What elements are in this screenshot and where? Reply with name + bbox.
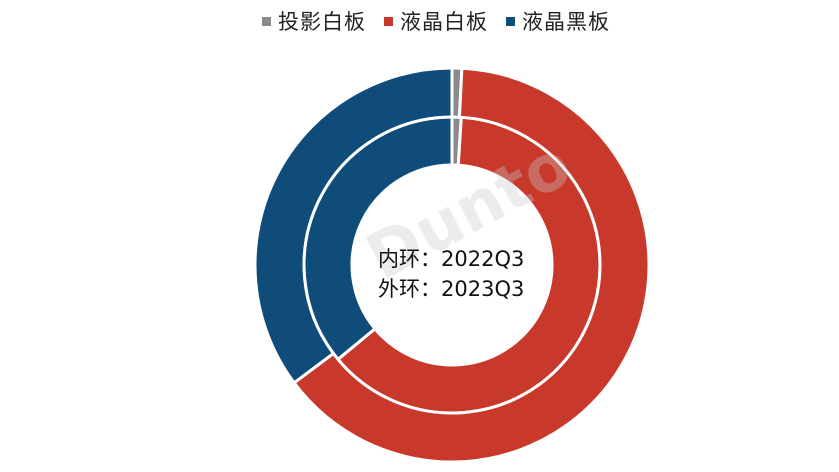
center-label-outer-value: 2023Q3 (441, 277, 525, 301)
legend-item-projection-whiteboard: 投影白板 (262, 6, 366, 36)
legend-label: 液晶白板 (400, 10, 488, 34)
outer-ring-slice-1 (291, 66, 651, 464)
legend-swatch (384, 16, 393, 26)
center-label-inner-prefix: 内环： (378, 247, 441, 271)
center-label-outer-prefix: 外环： (378, 277, 441, 301)
chart-legend: 投影白板 液晶白板 液晶黑板 (262, 6, 610, 36)
legend-swatch (262, 16, 271, 26)
legend-label: 液晶黑板 (522, 10, 610, 34)
center-label-inner: 内环：2022Q3 (378, 243, 524, 273)
legend-label: 投影白板 (278, 10, 366, 34)
legend-item-lcd-blackboard: 液晶黑板 (506, 6, 610, 36)
center-label-inner-value: 2022Q3 (441, 247, 525, 271)
legend-item-lcd-whiteboard: 液晶白板 (384, 6, 488, 36)
center-label-outer: 外环：2023Q3 (378, 273, 524, 303)
outer-ring-slice-2 (253, 66, 454, 385)
legend-swatch (506, 16, 515, 26)
